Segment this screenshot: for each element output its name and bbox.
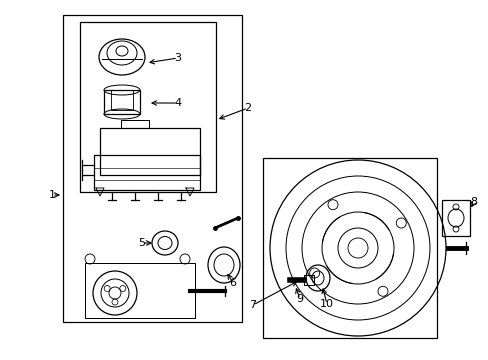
- Text: 10: 10: [319, 299, 333, 309]
- Bar: [63, 15, 242, 322]
- Bar: [85, 263, 195, 318]
- Text: 4: 4: [174, 98, 181, 108]
- Text: 8: 8: [469, 197, 477, 207]
- Bar: [80, 22, 216, 192]
- Bar: [263, 158, 436, 338]
- Text: 1: 1: [48, 190, 55, 200]
- Bar: [111, 90, 133, 110]
- Text: 7: 7: [249, 300, 256, 310]
- Bar: [441, 200, 469, 236]
- Bar: [100, 128, 200, 175]
- Bar: [104, 90, 140, 114]
- Text: 2: 2: [244, 103, 251, 113]
- Bar: [94, 155, 200, 190]
- Text: 3: 3: [174, 53, 181, 63]
- Bar: [304, 275, 313, 285]
- Text: 5: 5: [138, 238, 145, 248]
- Text: 6: 6: [229, 278, 236, 288]
- Text: 9: 9: [296, 294, 303, 304]
